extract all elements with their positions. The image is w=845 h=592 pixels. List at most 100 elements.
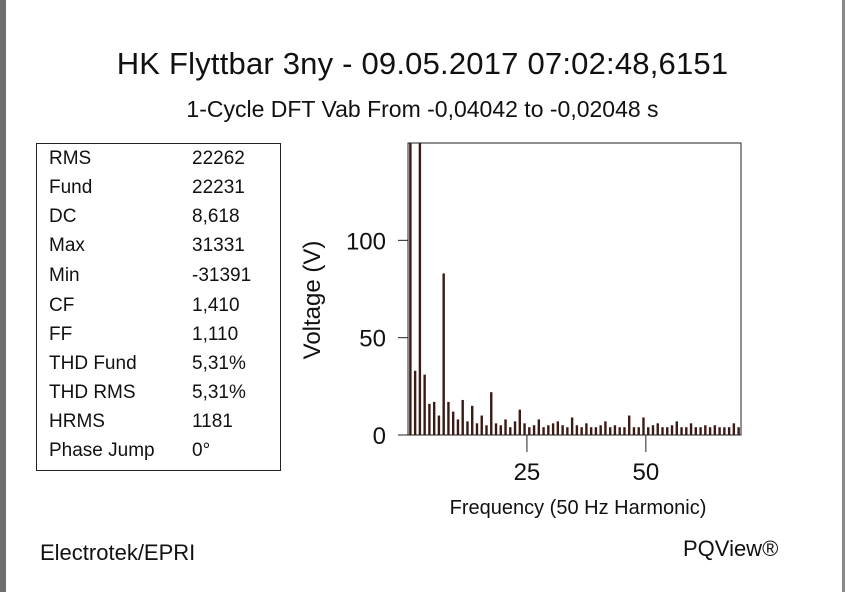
bar-harmonic-46 [623,427,626,435]
chart-title: HK Flyttbar 3ny - 09.05.2017 07:02:48,61… [116,46,729,81]
bar-harmonic-20 [499,425,502,435]
bar-harmonic-66 [718,427,721,435]
x-axis-label: Frequency (50 Hz Harmonic) [450,497,707,519]
y-tick-label: 50 [359,326,386,353]
stat-label: Fund [49,177,93,198]
stat-label: RMS [49,148,92,169]
bar-harmonic-50 [642,417,645,435]
stat-label: THD Fund [49,353,137,374]
bar-harmonic-17 [485,425,488,435]
bar-harmonic-55 [666,427,669,435]
bar-harmonic-9 [447,401,450,435]
stat-value: 31331 [192,235,245,256]
stat-label: DC [49,206,77,227]
bar-harmonic-40 [594,427,598,435]
bar-harmonic-61 [694,427,698,435]
bar-harmonic-38 [585,423,588,435]
bar-harmonic-23 [513,421,517,435]
stat-label: CF [49,295,75,316]
plot-frame [407,142,742,436]
stat-row-rms: RMS 22262 [37,148,280,176]
bar-harmonic-6 [432,401,436,435]
bar-harmonic-59 [685,427,688,435]
bar-harmonic-51 [647,427,650,435]
bar-harmonic-67 [723,427,726,435]
bar-harmonic-32 [556,421,560,435]
bar-harmonic-12 [461,399,464,435]
bar-harmonic-42 [604,421,607,435]
stat-row-thd-fund: THD Fund 5,31% [37,353,280,381]
stat-row-thd-rms: THD RMS 5,31% [37,382,280,410]
bar-harmonic-13 [466,421,469,435]
bar-harmonic-64 [708,427,712,435]
bar-harmonic-54 [661,427,664,435]
bar-harmonic-30 [547,425,550,435]
y-axis-label: Voltage (V) [299,241,326,360]
stat-value: 1,410 [192,295,240,316]
bar-harmonic-21 [504,419,507,435]
bar-harmonic-31 [551,423,555,435]
stat-value: 5,31% [192,353,246,374]
bar-harmonic-2 [413,370,417,435]
x-axis: 25 50 [514,435,660,486]
y-axis: 0 50 100 [346,228,408,450]
bar-harmonic-22 [509,427,512,435]
stat-value: 22231 [192,177,245,198]
stat-row-phase-jump: Phase Jump 0° [37,440,280,468]
x-tick-label: 25 [514,459,541,486]
bar-harmonic-10 [451,411,455,435]
bar-harmonic-19 [494,423,498,435]
stat-row-min: Min -31391 [37,265,280,293]
bar-harmonic-7 [437,415,441,435]
stat-label: FF [49,324,73,345]
bar-harmonic-56 [670,425,674,435]
bar-harmonic-69 [732,423,736,435]
bar-harmonic-70 [737,427,740,435]
bar-harmonic-49 [637,427,640,435]
bar-harmonic-27 [532,425,536,435]
y-tick-label: 100 [346,228,386,255]
bar-harmonic-8 [442,273,445,435]
bar-harmonic-18 [490,392,493,435]
bar-harmonic-48 [632,427,636,435]
stat-label: THD RMS [49,382,136,403]
bar-harmonic-68 [727,427,731,435]
bar-harmonic-58 [680,427,683,435]
bar-harmonic-5 [428,403,431,435]
stat-row-max: Max 31331 [37,235,280,263]
y-tick-label: 0 [373,423,386,450]
stat-value: -31391 [192,265,252,286]
stat-value: 1181 [192,411,233,432]
stat-label: Min [49,265,80,286]
bar-harmonic-34 [566,427,569,435]
bar-harmonic-62 [699,427,702,435]
bar-harmonic-28 [537,419,541,435]
bar-harmonic-39 [589,427,593,435]
stat-value: 0° [192,440,211,461]
right-border-edge [842,0,845,592]
bar-harmonic-60 [689,423,693,435]
product-label: PQView® [683,536,779,561]
bar-series [409,143,740,435]
vendor-label: Electrotek/EPRI [40,540,196,565]
bar-harmonic-3 [418,143,422,435]
bar-harmonic-16 [480,415,483,435]
bar-harmonic-53 [656,423,659,435]
stat-value: 1,110 [192,324,239,345]
bar-harmonic-44 [613,425,617,435]
chart-subtitle: 1-Cycle DFT Vab From -0,04042 to -0,0204… [186,96,659,122]
x-tick-label: 50 [633,459,660,486]
bar-harmonic-1 [409,143,412,435]
bar-harmonic-11 [456,419,460,435]
bar-harmonic-37 [580,427,583,435]
bar-harmonic-25 [523,423,526,435]
bar-harmonic-63 [704,425,707,435]
stat-value: 5,31% [192,382,246,403]
statistics-panel: RMS 22262 Fund 22231 DC 8,618 Max 31331 … [36,143,281,471]
bar-harmonic-47 [628,415,631,435]
stat-label: HRMS [49,411,105,432]
left-border-edge [0,0,6,592]
stat-row-fund: Fund 22231 [37,177,280,205]
stat-row-ff: FF 1,110 [37,324,280,352]
